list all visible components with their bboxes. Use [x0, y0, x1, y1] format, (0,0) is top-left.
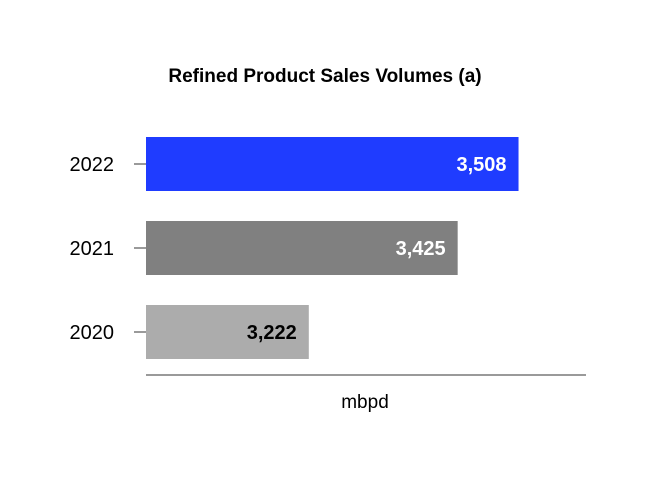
x-axis-label: mbpd: [341, 392, 389, 413]
data-label-2021: 3,425: [396, 238, 446, 260]
y-tick-label-2020: 2020: [70, 322, 115, 344]
data-label-2020: 3,222: [247, 322, 297, 344]
data-label-2022: 3,508: [456, 154, 506, 176]
bar-2020: [146, 305, 309, 359]
chart-title: Refined Product Sales Volumes (a): [168, 66, 481, 87]
y-tick-label-2022: 2022: [70, 154, 115, 176]
bar-2022: [146, 137, 519, 191]
bar-2021: [146, 221, 458, 275]
y-tick-label-2021: 2021: [70, 238, 115, 260]
